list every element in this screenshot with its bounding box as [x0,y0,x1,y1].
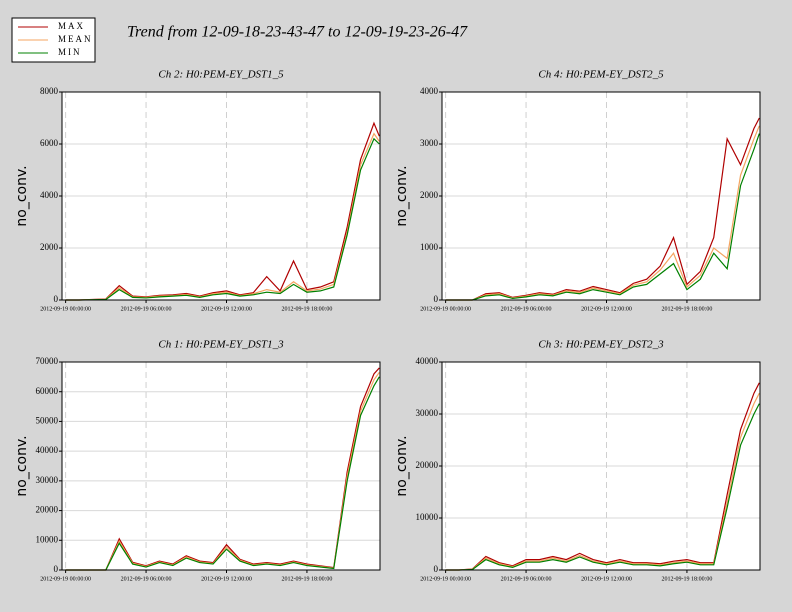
y-axis-label: no_conv. [14,165,30,226]
y-tick-label: 40000 [36,445,59,455]
chart-title: Ch 4: H0:PEM-EY_DST2_5 [538,69,664,81]
x-tick-label: 2012-09-19 06:00:00 [501,576,552,582]
series-line [445,117,760,301]
y-axis-label: no_conv. [394,165,410,226]
y-tick-label: 30000 [36,475,59,485]
legend-label: MEAN [58,34,93,44]
y-tick-label: 60000 [36,386,59,396]
y-axis-label: no_conv. [394,435,410,496]
series-line [445,403,760,571]
legend-label: MIN [58,47,82,57]
series-line [65,121,380,301]
main-title: Trend from 12-09-18-23-43-47 to 12-09-19… [127,24,468,41]
y-tick-label: 20000 [36,505,59,515]
y-tick-label: 0 [434,294,439,304]
x-tick-label: 2012-09-19 12:00:00 [201,306,252,312]
x-tick-label: 2012-09-19 18:00:00 [662,576,713,582]
plot-frame [441,91,761,301]
plot-frame [61,91,381,301]
x-tick-label: 2012-09-19 00:00:00 [420,576,471,582]
x-tick-label: 2012-09-19 12:00:00 [581,576,632,582]
y-tick-label: 8000 [40,86,59,96]
y-tick-label: 70000 [36,356,59,366]
plot-frame [61,361,381,571]
y-tick-label: 6000 [40,138,59,148]
plot-frame [441,361,761,571]
series-line [445,133,760,301]
x-tick-label: 2012-09-19 06:00:00 [121,576,172,582]
chart-title: Ch 3: H0:PEM-EY_DST2_3 [538,339,664,351]
y-tick-label: 0 [54,294,59,304]
y-tick-label: 2000 [40,242,59,252]
x-tick-label: 2012-09-19 18:00:00 [282,306,333,312]
y-tick-label: 10000 [416,512,439,522]
y-tick-label: 2000 [420,190,439,200]
chart-title: Ch 2: H0:PEM-EY_DST1_5 [158,69,284,81]
y-tick-label: 4000 [420,86,439,96]
y-tick-label: 0 [434,564,439,574]
legend-label: MAX [58,21,85,31]
series-line [445,125,760,301]
x-tick-label: 2012-09-19 06:00:00 [121,306,172,312]
y-axis-label: no_conv. [14,435,30,496]
y-tick-label: 20000 [416,460,439,470]
series-line [65,376,380,571]
y-tick-label: 10000 [36,534,59,544]
y-tick-label: 40000 [416,356,439,366]
y-tick-label: 1000 [420,242,439,252]
y-tick-label: 0 [54,564,59,574]
x-tick-label: 2012-09-19 18:00:00 [662,306,713,312]
x-tick-label: 2012-09-19 00:00:00 [420,306,471,312]
chart-title: Ch 1: H0:PEM-EY_DST1_3 [158,339,284,351]
y-tick-label: 30000 [416,408,439,418]
series-line [65,132,380,301]
y-tick-label: 3000 [420,138,439,148]
x-tick-label: 2012-09-19 12:00:00 [581,306,632,312]
plot-area [62,362,380,570]
series-line [65,137,380,301]
x-tick-label: 2012-09-19 00:00:00 [40,576,91,582]
x-tick-label: 2012-09-19 06:00:00 [501,306,552,312]
y-tick-label: 4000 [40,190,59,200]
x-tick-label: 2012-09-19 00:00:00 [40,306,91,312]
x-tick-label: 2012-09-19 18:00:00 [282,576,333,582]
x-tick-label: 2012-09-19 12:00:00 [201,576,252,582]
y-tick-label: 50000 [36,415,59,425]
